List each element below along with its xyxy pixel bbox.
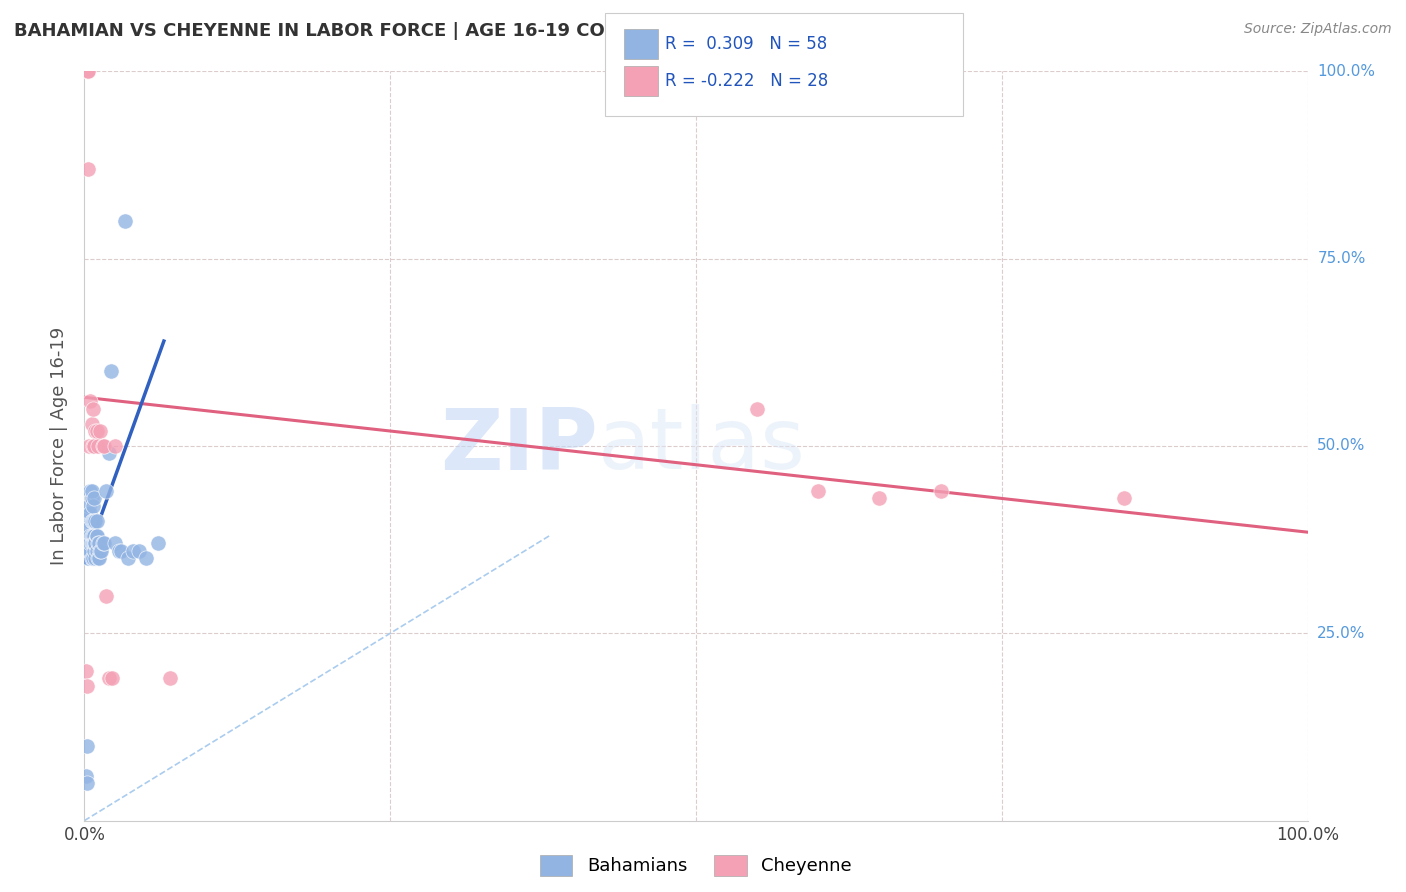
Point [77, 551, 100, 566]
Text: ZIP: ZIP [440, 404, 598, 488]
Point [87, 536, 110, 550]
Text: R =  0.309   N = 58: R = 0.309 N = 58 [665, 35, 827, 53]
Point [104, 439, 127, 453]
Point [100, 364, 122, 378]
Point [86, 424, 108, 438]
Point [80, 514, 103, 528]
Text: R = -0.222   N = 28: R = -0.222 N = 28 [665, 72, 828, 90]
Point [107, 544, 129, 558]
Point [87, 551, 110, 566]
Point [82, 536, 104, 550]
Point [84, 536, 107, 550]
Point [89, 544, 111, 558]
Text: 100.0%: 100.0% [1317, 64, 1375, 78]
Point [97, 446, 120, 460]
Point [77, 161, 100, 176]
Point [80, 551, 103, 566]
Point [159, 671, 181, 685]
Text: atlas: atlas [598, 404, 806, 488]
Point [87, 439, 110, 453]
Point [77, 64, 100, 78]
Point [83, 491, 105, 506]
Point [75, 664, 97, 678]
Text: 50.0%: 50.0% [1317, 439, 1365, 453]
Point [86, 544, 108, 558]
Point [82, 529, 104, 543]
Point [80, 491, 103, 506]
Point [77, 544, 100, 558]
Point [146, 536, 169, 550]
Point [101, 671, 124, 685]
Point [96, 483, 118, 498]
Point [86, 529, 108, 543]
Point [89, 424, 111, 438]
Point [87, 551, 110, 566]
Point [91, 439, 114, 453]
Point [93, 536, 115, 550]
Point [82, 551, 104, 566]
Point [96, 589, 118, 603]
Point [128, 544, 150, 558]
Point [747, 401, 769, 416]
Point [93, 439, 115, 453]
Point [83, 544, 105, 558]
Point [84, 424, 107, 438]
Point [83, 529, 105, 543]
Point [77, 439, 100, 453]
Point [84, 551, 107, 566]
Point [84, 514, 107, 528]
Point [82, 439, 104, 453]
Point [79, 536, 101, 550]
Point [122, 544, 145, 558]
Point [82, 499, 104, 513]
Point [77, 499, 100, 513]
Point [117, 551, 139, 566]
Point [77, 514, 100, 528]
Point [90, 544, 112, 558]
Point [97, 671, 120, 685]
Point [86, 529, 108, 543]
Text: BAHAMIAN VS CHEYENNE IN LABOR FORCE | AGE 16-19 CORRELATION CHART: BAHAMIAN VS CHEYENNE IN LABOR FORCE | AG… [14, 22, 792, 40]
Point [83, 439, 105, 453]
Point [80, 417, 103, 431]
Point [82, 401, 104, 416]
Y-axis label: In Labor Force | Age 16-19: In Labor Force | Age 16-19 [49, 326, 67, 566]
Point [929, 483, 952, 498]
Text: Source: ZipAtlas.com: Source: ZipAtlas.com [1244, 22, 1392, 37]
Point [76, 679, 98, 693]
Point [76, 739, 98, 753]
Point [77, 521, 100, 535]
Point [75, 769, 97, 783]
Point [79, 529, 101, 543]
Point [91, 536, 114, 550]
Point [83, 536, 105, 550]
Point [79, 394, 101, 409]
Point [79, 544, 101, 558]
Point [76, 64, 98, 78]
Point [807, 483, 830, 498]
Point [79, 483, 101, 498]
Point [114, 214, 136, 228]
Point [86, 514, 108, 528]
Point [869, 491, 891, 506]
Point [80, 529, 103, 543]
Point [110, 544, 132, 558]
Point [84, 536, 107, 550]
Point [82, 514, 104, 528]
Text: 75.0%: 75.0% [1317, 252, 1365, 266]
Text: 25.0%: 25.0% [1317, 626, 1365, 640]
Point [83, 514, 105, 528]
Point [80, 483, 103, 498]
Point [135, 551, 157, 566]
Point [1114, 491, 1136, 506]
Point [80, 536, 103, 550]
Point [77, 507, 100, 521]
Point [87, 536, 110, 550]
Point [76, 776, 98, 790]
Point [104, 536, 127, 550]
Legend: Bahamians, Cheyenne: Bahamians, Cheyenne [533, 847, 859, 883]
Point [79, 507, 101, 521]
Point [77, 64, 100, 78]
